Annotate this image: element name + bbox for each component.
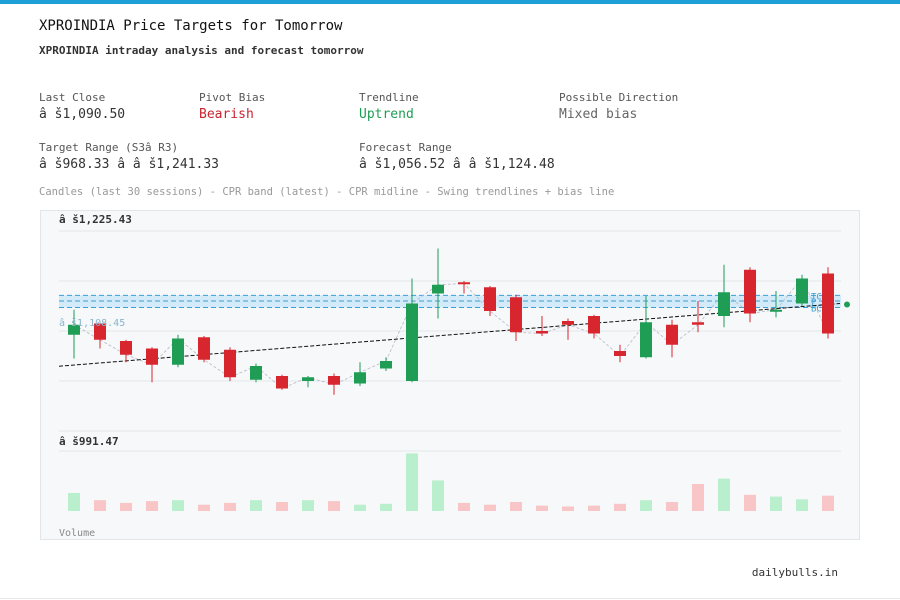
volume-bar	[588, 505, 600, 511]
direction-label: Possible Direction	[559, 91, 679, 104]
page-title: XPROINDIA Price Targets for Tomorrow	[39, 18, 343, 34]
candle-body	[458, 282, 470, 285]
candle-body	[172, 338, 184, 365]
candle-body	[198, 337, 210, 360]
y-bottom-label: â š991.47	[59, 435, 119, 448]
candle-body	[510, 297, 522, 333]
volume-bar	[536, 505, 548, 511]
direction-value: Mixed bias	[559, 107, 638, 122]
volume-bar	[302, 500, 314, 511]
candle-body	[146, 348, 158, 365]
volume-bar	[666, 502, 678, 511]
pivot-bias-label: Pivot Bias	[199, 91, 266, 104]
chart-panel: TC P BC â š1,225.43 â š991.47 â š1,108.45 …	[40, 210, 860, 540]
candle-body	[562, 321, 574, 325]
volume-bar	[562, 506, 574, 511]
candle-body	[68, 324, 80, 335]
candle-body	[744, 269, 756, 314]
candle-body	[770, 309, 782, 312]
candle-body	[536, 331, 548, 334]
volume-bar	[406, 453, 418, 511]
volume-bar	[224, 502, 236, 511]
candle-body	[588, 316, 600, 334]
candle-body	[796, 278, 808, 304]
volume-bar	[94, 500, 106, 511]
candle-body	[354, 372, 366, 384]
y-top-label: â š1,225.43	[59, 213, 132, 226]
volume-bar	[354, 504, 366, 511]
cpr-level-label: BC	[811, 305, 822, 315]
volume-bar	[744, 494, 756, 511]
trendline-label: Trendline	[359, 91, 419, 104]
candle-body	[328, 376, 340, 385]
volume-bar	[796, 499, 808, 511]
target-range-value: â š968.33 â â š1,241.33	[39, 157, 220, 172]
volume-bar	[770, 496, 782, 511]
volume-bar	[640, 500, 652, 511]
candle-body	[822, 273, 834, 334]
cpr-midline-label: â š1,108.45	[59, 317, 125, 329]
candle-body	[380, 361, 392, 369]
candle-body	[302, 377, 314, 381]
candles	[68, 248, 834, 395]
chart-caption: Candles (last 30 sessions) - CPR band (l…	[39, 186, 615, 198]
site-credit: dailybulls.in	[751, 566, 838, 579]
forecast-range-value: â š1,056.52 â â š1,124.48	[359, 157, 555, 172]
candle-body	[666, 324, 678, 345]
volume-bar	[328, 501, 340, 511]
candle-body	[432, 284, 444, 294]
cpr-level-label: TC	[811, 292, 822, 302]
candle-body	[718, 292, 730, 316]
volume-bar	[120, 502, 132, 511]
trendline-value: Uptrend	[359, 107, 414, 122]
volume-bar	[250, 500, 262, 511]
last-close-value: â š1,090.50	[39, 107, 126, 122]
volume-label: Volume	[59, 528, 95, 539]
volume-bar	[822, 495, 834, 511]
target-range-label: Target Range (S3â R3)	[39, 141, 179, 154]
accent-bar	[0, 0, 900, 4]
pivot-bias-value: Bearish	[199, 107, 254, 122]
volume-bar	[718, 478, 730, 511]
trendline-line	[58, 303, 841, 367]
candle-body	[406, 303, 418, 381]
volume-bar	[614, 503, 626, 511]
candle-body	[224, 349, 236, 378]
candle-body	[614, 351, 626, 356]
forecast-range-label: Forecast Range	[359, 141, 452, 154]
page-subtitle: XPROINDIA intraday analysis and forecast…	[39, 44, 364, 57]
candle-body	[640, 322, 652, 358]
candle-body	[250, 366, 262, 380]
candle-body	[120, 341, 132, 355]
volume-bar	[692, 484, 704, 511]
candle-body	[484, 287, 496, 311]
volume-bar	[68, 493, 80, 511]
trendline	[58, 301, 850, 367]
last-close-label: Last Close	[39, 91, 106, 104]
candle-body	[692, 322, 704, 325]
volume-bar	[198, 504, 210, 511]
volume-bar	[510, 502, 522, 511]
candle-body	[94, 323, 106, 340]
volume-bar	[432, 480, 444, 511]
volume-bar	[276, 502, 288, 511]
volume-bar	[380, 503, 392, 511]
candle-body	[276, 376, 288, 389]
volume-bar	[484, 504, 496, 511]
bottom-divider	[0, 598, 900, 599]
volume-bar	[172, 500, 184, 511]
volume-bars	[68, 453, 834, 511]
volume-bar	[458, 502, 470, 511]
volume-bar	[146, 501, 158, 511]
trendline-marker	[844, 301, 850, 308]
grid-lines	[59, 230, 841, 452]
